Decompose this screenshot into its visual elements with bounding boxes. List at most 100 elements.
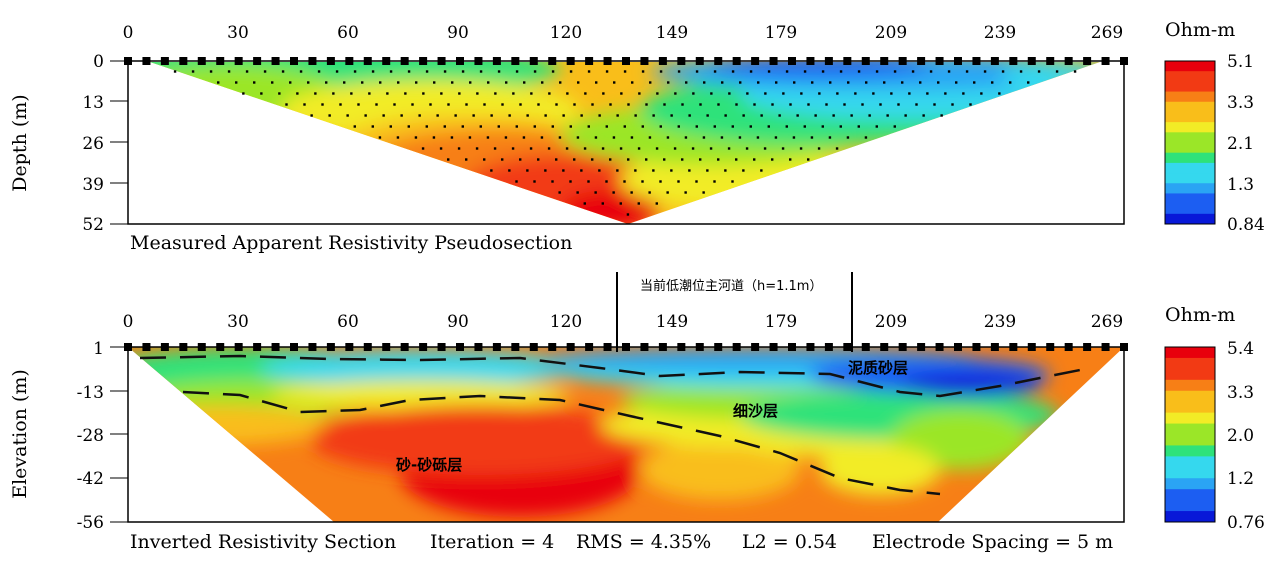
electrode-marker <box>1046 343 1055 351</box>
colorbar-tick: 5.1 <box>1227 52 1254 72</box>
data-point <box>591 103 594 106</box>
rms-stat: RMS = 4.35% <box>576 531 711 553</box>
data-point <box>691 147 695 150</box>
electrode-marker <box>308 57 317 65</box>
data-point <box>475 147 479 150</box>
electrode-marker <box>363 57 372 65</box>
data-point <box>793 81 796 84</box>
pseudosection-title: Measured Apparent Resistivity Pseudosect… <box>130 232 572 254</box>
data-point <box>677 180 680 183</box>
data-point <box>879 103 882 106</box>
colorbar-swatch <box>1165 61 1215 72</box>
data-point <box>353 70 357 73</box>
data-point <box>393 103 396 106</box>
data-point <box>648 136 652 139</box>
x-tick-label: 179 <box>765 312 797 332</box>
data-point <box>540 136 544 139</box>
x-tick-label: 90 <box>447 23 469 43</box>
data-point <box>746 92 749 95</box>
x-tick-label: 120 <box>550 312 582 332</box>
data-point <box>655 147 659 150</box>
electrode-marker <box>585 343 594 351</box>
data-point <box>915 103 918 106</box>
data-point <box>512 92 515 95</box>
data-point <box>835 147 839 150</box>
electrode-marker <box>437 343 446 351</box>
data-point <box>951 103 954 106</box>
data-point <box>364 114 367 117</box>
data-point <box>613 81 616 84</box>
x-tick-label: 149 <box>656 23 688 43</box>
data-point <box>616 169 619 172</box>
data-point <box>321 103 324 106</box>
electrode-marker <box>1101 57 1110 65</box>
data-point <box>511 147 515 150</box>
electrode-marker <box>769 57 778 65</box>
data-point <box>875 70 879 73</box>
y-tick-label: -28 <box>77 426 104 446</box>
electrode-marker <box>714 57 723 65</box>
data-point <box>425 125 428 128</box>
data-point <box>609 103 612 106</box>
data-point <box>706 169 709 172</box>
pseudosection-panel: 0 30 60 90 120 149 179 209 239 269 0 13 … <box>9 19 1265 254</box>
data-point <box>209 70 213 73</box>
data-point <box>310 114 313 117</box>
data-point <box>339 103 342 106</box>
electrode-marker <box>658 57 667 65</box>
data-point <box>451 81 454 84</box>
data-point <box>299 70 303 73</box>
data-point <box>271 81 274 84</box>
data-point <box>760 169 763 172</box>
colorbar-tick: 3.3 <box>1227 93 1254 113</box>
data-point <box>699 158 702 161</box>
colorbar-swatch <box>1165 71 1215 82</box>
data-point <box>886 114 889 117</box>
colorbar-swatch <box>1165 401 1215 414</box>
data-point <box>515 125 518 128</box>
data-point <box>245 70 249 73</box>
data-point <box>919 81 922 84</box>
data-point <box>929 70 933 73</box>
data-point <box>991 81 994 84</box>
data-point <box>839 125 842 128</box>
data-point <box>601 202 604 205</box>
electrode-marker <box>529 57 538 65</box>
electrode-marker <box>585 57 594 65</box>
electrode-marker <box>935 57 944 65</box>
colorbar-swatch <box>1165 193 1215 205</box>
electrode-marker <box>1101 343 1110 351</box>
data-point <box>566 92 569 95</box>
electrode-marker <box>400 57 409 65</box>
data-point <box>497 70 501 73</box>
data-point <box>328 114 331 117</box>
electrode-marker <box>658 343 667 351</box>
data-point <box>663 103 666 106</box>
data-point <box>1037 70 1041 73</box>
colorbar-swatches <box>1165 61 1215 225</box>
data-point <box>623 180 626 183</box>
data-point <box>803 70 807 73</box>
electrode-marker <box>1120 343 1128 351</box>
data-point <box>303 103 306 106</box>
electrode-marker <box>1083 57 1092 65</box>
data-point <box>706 114 709 117</box>
data-point <box>335 70 339 73</box>
data-point <box>796 114 799 117</box>
electrode-marker <box>271 57 280 65</box>
data-point <box>559 81 562 84</box>
electrode-marker <box>456 57 464 65</box>
data-point <box>454 114 457 117</box>
data-point <box>811 81 814 84</box>
data-point <box>749 125 752 128</box>
electrode-marker <box>880 57 889 65</box>
electrode-marker <box>732 57 741 65</box>
electrode-marker <box>990 343 999 351</box>
data-point <box>457 147 461 150</box>
electrode-marker <box>843 343 852 351</box>
data-point <box>641 180 644 183</box>
data-point <box>926 92 929 95</box>
colorbar-swatch <box>1165 368 1215 381</box>
x-tick-label: 60 <box>337 23 359 43</box>
electrode-marker <box>456 343 464 351</box>
